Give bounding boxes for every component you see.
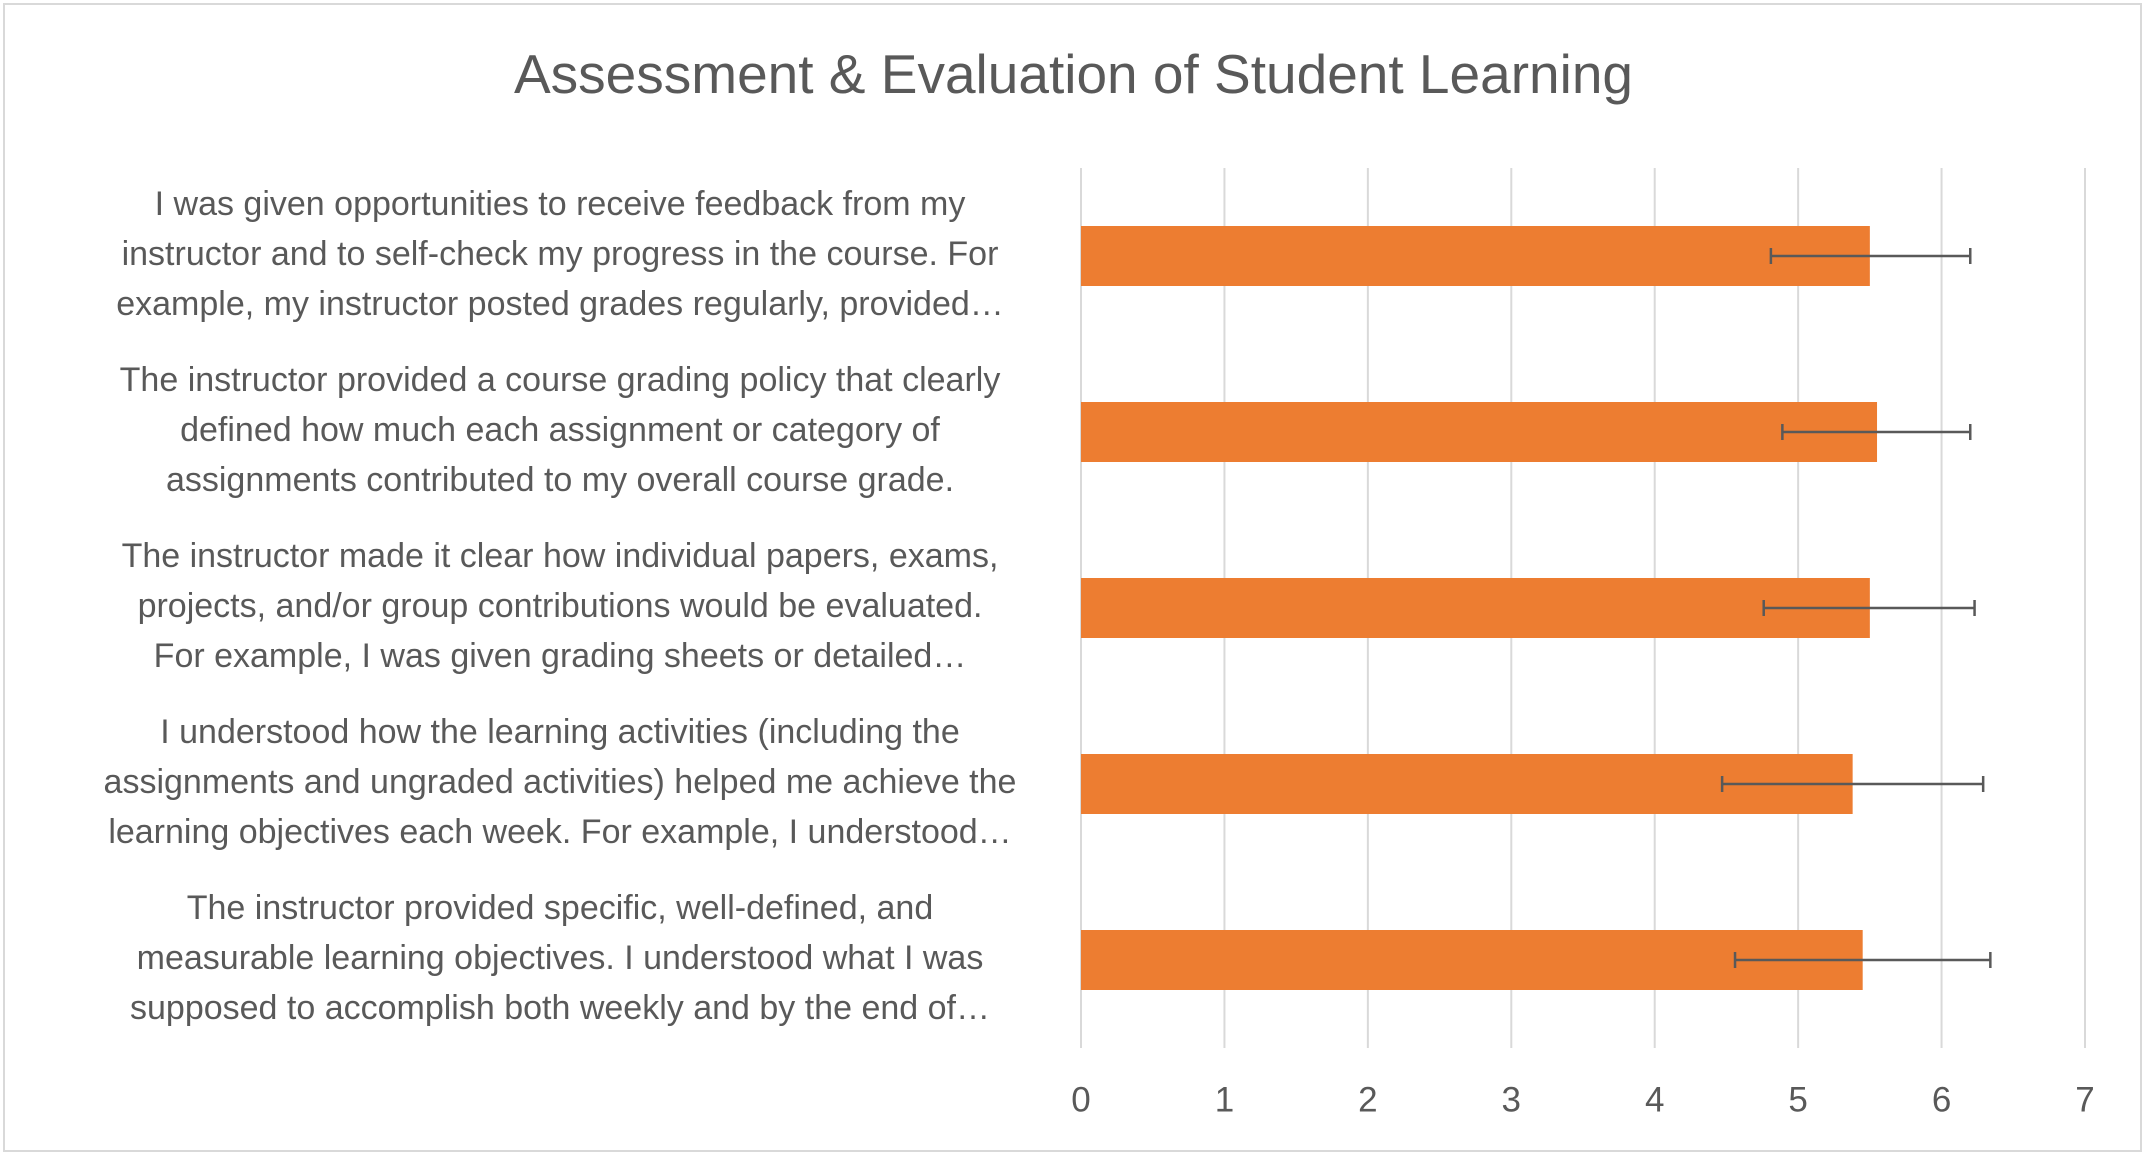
category-label: assignments contributed to my overall co… — [166, 461, 954, 499]
bar — [1081, 578, 1870, 638]
category-label: defined how much each assignment or cate… — [180, 411, 940, 449]
category-label: The instructor provided a course grading… — [120, 361, 1001, 399]
category-label: I was given opportunities to receive fee… — [155, 185, 966, 223]
category-label: instructor and to self-check my progress… — [122, 235, 999, 273]
x-tick-label: 1 — [1215, 1080, 1234, 1119]
x-tick-label: 5 — [1788, 1080, 1807, 1119]
x-tick-label: 6 — [1932, 1080, 1951, 1119]
chart-title: Assessment & Evaluation of Student Learn… — [513, 43, 1633, 105]
category-label: The instructor provided specific, well-d… — [187, 889, 934, 927]
category-label: learning objectives each week. For examp… — [108, 813, 1011, 851]
x-tick-label: 2 — [1358, 1080, 1377, 1119]
category-label: projects, and/or group contributions wou… — [138, 587, 983, 625]
category-label: I understood how the learning activities… — [160, 713, 959, 751]
x-tick-label: 7 — [2075, 1080, 2094, 1119]
x-tick-label: 3 — [1502, 1080, 1521, 1119]
category-label: assignments and ungraded activities) hel… — [104, 763, 1017, 801]
bar — [1081, 402, 1878, 462]
category-label: example, my instructor posted grades reg… — [116, 285, 1004, 323]
bar — [1081, 930, 1863, 990]
category-label: For example, I was given grading sheets … — [154, 637, 967, 675]
bar — [1081, 226, 1870, 286]
category-label: The instructor made it clear how individ… — [122, 537, 999, 575]
x-tick-label: 4 — [1645, 1080, 1664, 1119]
category-label: measurable learning objectives. I unders… — [137, 939, 984, 977]
category-label: supposed to accomplish both weekly and b… — [130, 989, 990, 1027]
x-tick-label: 0 — [1071, 1080, 1090, 1119]
